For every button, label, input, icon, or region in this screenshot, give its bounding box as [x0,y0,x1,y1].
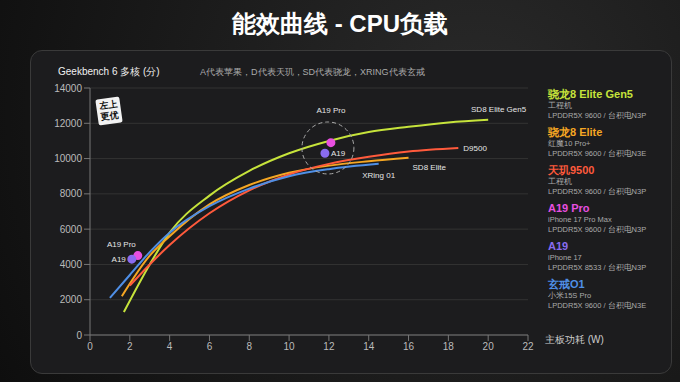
svg-text:4000: 4000 [60,259,83,270]
html-text:骁龙8 Elite: 骁龙8 Elite [548,126,603,138]
svg-text:SD8 Elite Gen5: SD8 Elite Gen5 [471,105,527,114]
html-text:天玑9500: 天玑9500 [548,164,595,176]
html-text:LPDDR5X 9600 / 台积电N3E: LPDDR5X 9600 / 台积电N3E [548,301,647,310]
svg-text:6000: 6000 [60,224,83,235]
svg-text:A19 Pro: A19 Pro [316,106,345,115]
svg-text:18: 18 [443,341,455,352]
svg-text:14000: 14000 [54,83,82,94]
html-text:更优: 更优 [100,109,120,123]
svg-text:12: 12 [323,341,335,352]
svg-text:A19: A19 [331,149,346,158]
html-text:LPDDR5X 8533 / 台积电N3P: LPDDR5X 8533 / 台积电N3P [548,263,647,272]
html-text:左上: 左上 [98,98,118,112]
svg-text:10: 10 [284,341,296,352]
svg-text:10000: 10000 [54,153,82,164]
html-text:A19: A19 [548,240,569,252]
svg-text:16: 16 [403,341,415,352]
svg-text:12000: 12000 [54,118,82,129]
html-text:iPhone 17: iPhone 17 [548,253,582,262]
svg-text:A19 Pro: A19 Pro [107,240,136,249]
html-text:LPDDR5X 9600 / 台积电N3P: LPDDR5X 9600 / 台积电N3P [548,187,647,196]
svg-text:22: 22 [522,341,534,352]
svg-text:8: 8 [246,341,252,352]
html-text:红魔10 Pro+: 红魔10 Pro+ [548,139,591,148]
html-text:小米15S Pro: 小米15S Pro [548,291,592,300]
html-text:LPDDR5X 9600 / 台积电N3P: LPDDR5X 9600 / 台积电N3P [548,111,647,120]
svg-text:0: 0 [87,341,93,352]
svg-text:SD8 Elite: SD8 Elite [413,163,447,172]
html-text:能效曲线 - CPU负载: 能效曲线 - CPU负载 [232,10,448,37]
html-text:主板功耗 (W): 主板功耗 (W) [545,334,604,345]
html-text:LPDDR5X 9600 / 台积电N3P: LPDDR5X 9600 / 台积电N3P [548,225,647,234]
html-text:工程机: 工程机 [548,101,572,110]
svg-text:14: 14 [363,341,375,352]
svg-text:D9500: D9500 [463,144,487,153]
html-text:A代表苹果，D代表天玑，SD代表骁龙，XRING代表玄戒: A代表苹果，D代表天玑，SD代表骁龙，XRING代表玄戒 [200,67,425,77]
svg-text:6: 6 [207,341,213,352]
html-text:Geekbench 6 多核 (分): Geekbench 6 多核 (分) [58,66,160,77]
html-text:iPhone 17 Pro Max: iPhone 17 Pro Max [548,215,612,224]
svg-text:A19: A19 [112,255,127,264]
html-text:LPDDR5X 9600 / 台积电N3E: LPDDR5X 9600 / 台积电N3E [548,149,647,158]
svg-text:2: 2 [127,341,133,352]
html-text:A19 Pro: A19 Pro [548,202,590,214]
svg-text:0: 0 [76,330,82,341]
svg-text:2000: 2000 [60,294,83,305]
html-text:工程机: 工程机 [548,177,572,186]
html-text:玄戒O1: 玄戒O1 [548,278,585,290]
svg-text:4: 4 [167,341,173,352]
svg-text:8000: 8000 [60,188,83,199]
svg-text:XRing 01: XRing 01 [362,171,395,180]
html-text:骁龙8 Elite Gen5: 骁龙8 Elite Gen5 [548,88,633,100]
svg-text:20: 20 [483,341,495,352]
